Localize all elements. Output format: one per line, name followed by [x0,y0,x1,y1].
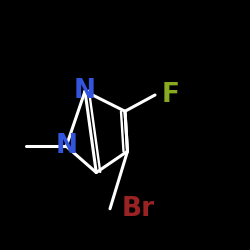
Text: N: N [74,78,96,104]
Text: N: N [55,133,77,159]
Text: Br: Br [121,196,154,222]
Text: F: F [161,82,179,108]
